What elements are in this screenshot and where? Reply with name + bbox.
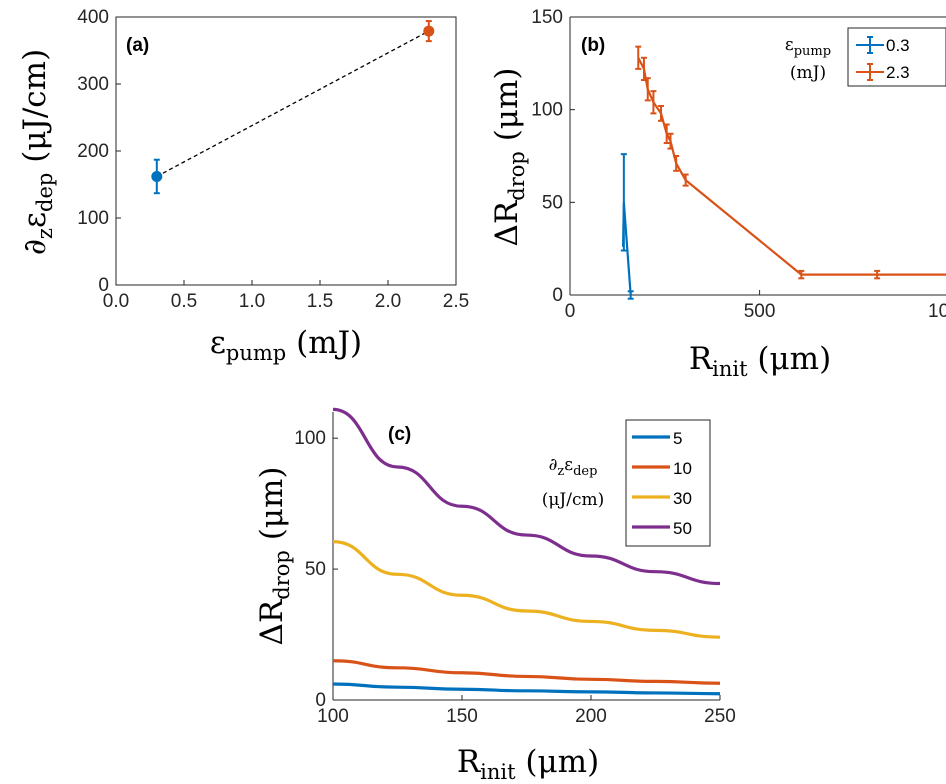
panel-b-y-axis-label: ΔRdrop (μm) — [489, 68, 529, 247]
panel-a-marks — [151, 20, 435, 195]
x-tick-label: 1.0 — [239, 291, 265, 312]
y-tick-label: 50 — [305, 559, 326, 580]
x-tick-label: 0.0 — [103, 291, 129, 312]
panel-a-y-axis-label: ∂zεdep (μJ/cm) — [17, 49, 57, 255]
legend-label-5: 5 — [673, 429, 682, 448]
y-tick-label: 100 — [294, 428, 326, 449]
legend-label-0.3: 0.3 — [886, 36, 910, 55]
y-tick-label: 150 — [531, 7, 563, 28]
panel-c-legend: ∂zεdep (μJ/cm) 5 10 30 50 — [542, 419, 711, 547]
panel-a-plot-frame — [115, 16, 457, 286]
fit-line — [156, 30, 430, 178]
y-tick-label: 100 — [77, 208, 109, 229]
panel-b-ticks: 0 500 1000 0 50 100 150 — [531, 7, 946, 322]
panel-b-legend-unit: (mJ) — [790, 63, 826, 83]
x-tick-label: 1.5 — [307, 291, 333, 312]
series-line-50 — [332, 407, 721, 586]
y-tick-label: 0 — [315, 690, 326, 711]
x-tick-label: 100 — [317, 706, 349, 727]
series-line-2.3 — [637, 57, 946, 276]
x-tick-label: 250 — [704, 706, 736, 727]
legend-label-50: 50 — [673, 519, 692, 538]
panel-c-marks — [332, 407, 721, 696]
x-tick-label: 2.0 — [375, 291, 401, 312]
x-tick-label: 1000 — [928, 301, 946, 322]
y-tick-label: 300 — [77, 74, 109, 95]
panel-c-label: (c) — [388, 424, 411, 445]
data-point — [151, 170, 163, 182]
x-tick-label: 200 — [575, 706, 607, 727]
panel-b-legend: εpump (mJ) 0.32.3 — [785, 27, 946, 87]
panel-b-legend-items: 0.32.3 — [856, 36, 910, 82]
panel-c-ticks: 100 150 200 250 0 50 100 — [294, 428, 736, 727]
panel-c-legend-box — [625, 419, 711, 547]
x-tick-label: 500 — [744, 301, 776, 322]
panel-b-legend-title: εpump — [785, 35, 831, 59]
series-line-30 — [332, 540, 721, 639]
panel-b-x-axis-label: Rinit (μm) — [689, 341, 831, 381]
panel-a-x-axis-label: εpump (mJ) — [210, 325, 362, 365]
y-tick-label: 0 — [98, 275, 109, 296]
panel-c-legend-title: ∂zεdep — [549, 455, 598, 479]
panel-b-legend-box — [847, 27, 946, 87]
x-tick-label: 0.5 — [171, 291, 197, 312]
data-point — [423, 25, 435, 37]
x-tick-label: 2.5 — [443, 291, 469, 312]
panel-a-ticks: 0.0 0.5 1.0 1.5 2.0 2.5 0 100 200 300 400 — [77, 7, 469, 312]
legend-label-30: 30 — [673, 489, 692, 508]
y-tick-label: 200 — [77, 141, 109, 162]
panel-b-marks — [620, 45, 946, 300]
y-tick-label: 400 — [77, 7, 109, 28]
panel-b: (b) 05001000050100150 εpump (mJ) 0.32.3 … — [489, 7, 946, 381]
x-tick-label: 0 — [565, 301, 576, 322]
y-tick-label: 100 — [531, 100, 563, 121]
panel-c-legend-items: 5 10 30 50 — [632, 429, 692, 538]
panel-c-y-axis-label: ΔRdrop (μm) — [254, 467, 294, 646]
x-tick-label: 150 — [446, 706, 478, 727]
series-line-5 — [332, 682, 721, 696]
legend-label-2.3: 2.3 — [886, 63, 910, 82]
panel-c-x-axis-label: Rinit (μm) — [457, 744, 599, 784]
panel-a-label: (a) — [126, 35, 149, 56]
panel-b-label: (b) — [581, 35, 605, 56]
y-tick-label: 0 — [552, 285, 563, 306]
y-tick-label: 50 — [542, 192, 563, 213]
panel-c-legend-unit: (μJ/cm) — [542, 490, 605, 510]
series-line-10 — [332, 659, 721, 685]
panel-a: (a) 0.0 0.5 1.0 1.5 2.0 2.5 0 100 200 300 400 εpum… — [17, 7, 469, 365]
legend-label-10: 10 — [673, 459, 692, 478]
